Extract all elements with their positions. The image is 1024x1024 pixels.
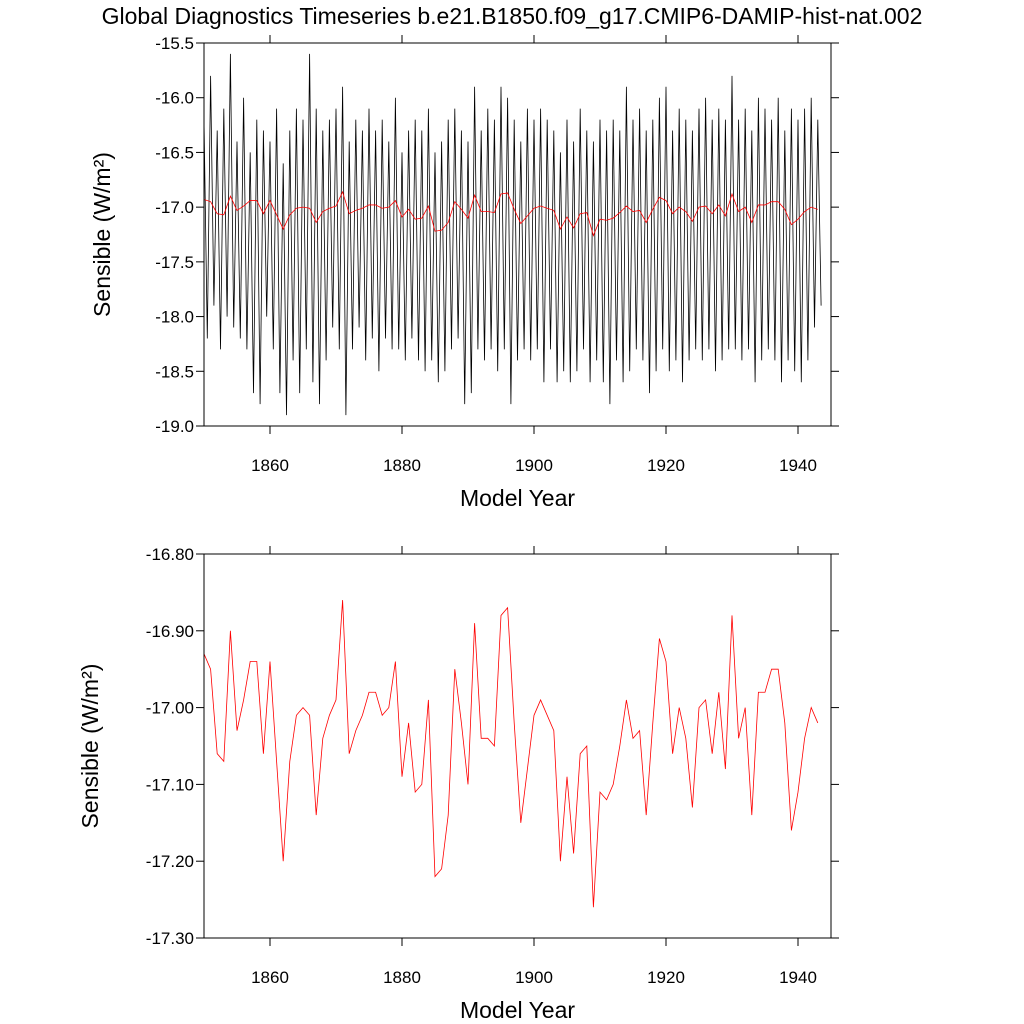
x-axis-title: Model Year [460,997,575,1023]
y-tick-label: -16.5 [155,143,194,162]
y-tick-label: -17.10 [146,775,194,794]
y-tick-label: -17.30 [146,929,194,948]
y-tick-label: -17.0 [155,198,194,217]
data-line [203,190,818,237]
x-tick-label: 1860 [251,968,289,987]
x-axis-title: Model Year [460,485,575,511]
y-tick-label: -16.90 [146,622,194,641]
y-axis-title: Sensible (W/m²) [77,664,103,829]
y-tick-label: -18.5 [155,362,194,381]
y-tick-label: -18.0 [155,308,194,327]
y-tick-label: -17.00 [146,699,194,718]
plot-frame [203,553,832,939]
x-tick-label: 1900 [515,456,553,475]
x-tick-label: 1900 [515,968,553,987]
x-tick-label: 1920 [647,456,685,475]
y-tick-label: -15.5 [155,34,194,53]
x-tick-label: 1940 [779,456,817,475]
chart-title: Global Diagnostics Timeseries b.e21.B185… [102,3,923,29]
data-line [203,53,822,416]
x-tick-label: 1880 [383,456,421,475]
x-tick-label: 1880 [383,968,421,987]
y-axis-title: Sensible (W/m²) [89,152,115,317]
y-tick-label: -19.0 [155,417,194,436]
y-tick-label: -17.20 [146,852,194,871]
y-tick-label: -16.0 [155,89,194,108]
x-tick-label: 1920 [647,968,685,987]
y-tick-label: -17.5 [155,253,194,272]
data-line [203,600,819,908]
plot-frame [203,42,832,427]
x-tick-label: 1860 [251,456,289,475]
y-tick-label: -16.80 [146,545,194,564]
x-tick-label: 1940 [779,968,817,987]
